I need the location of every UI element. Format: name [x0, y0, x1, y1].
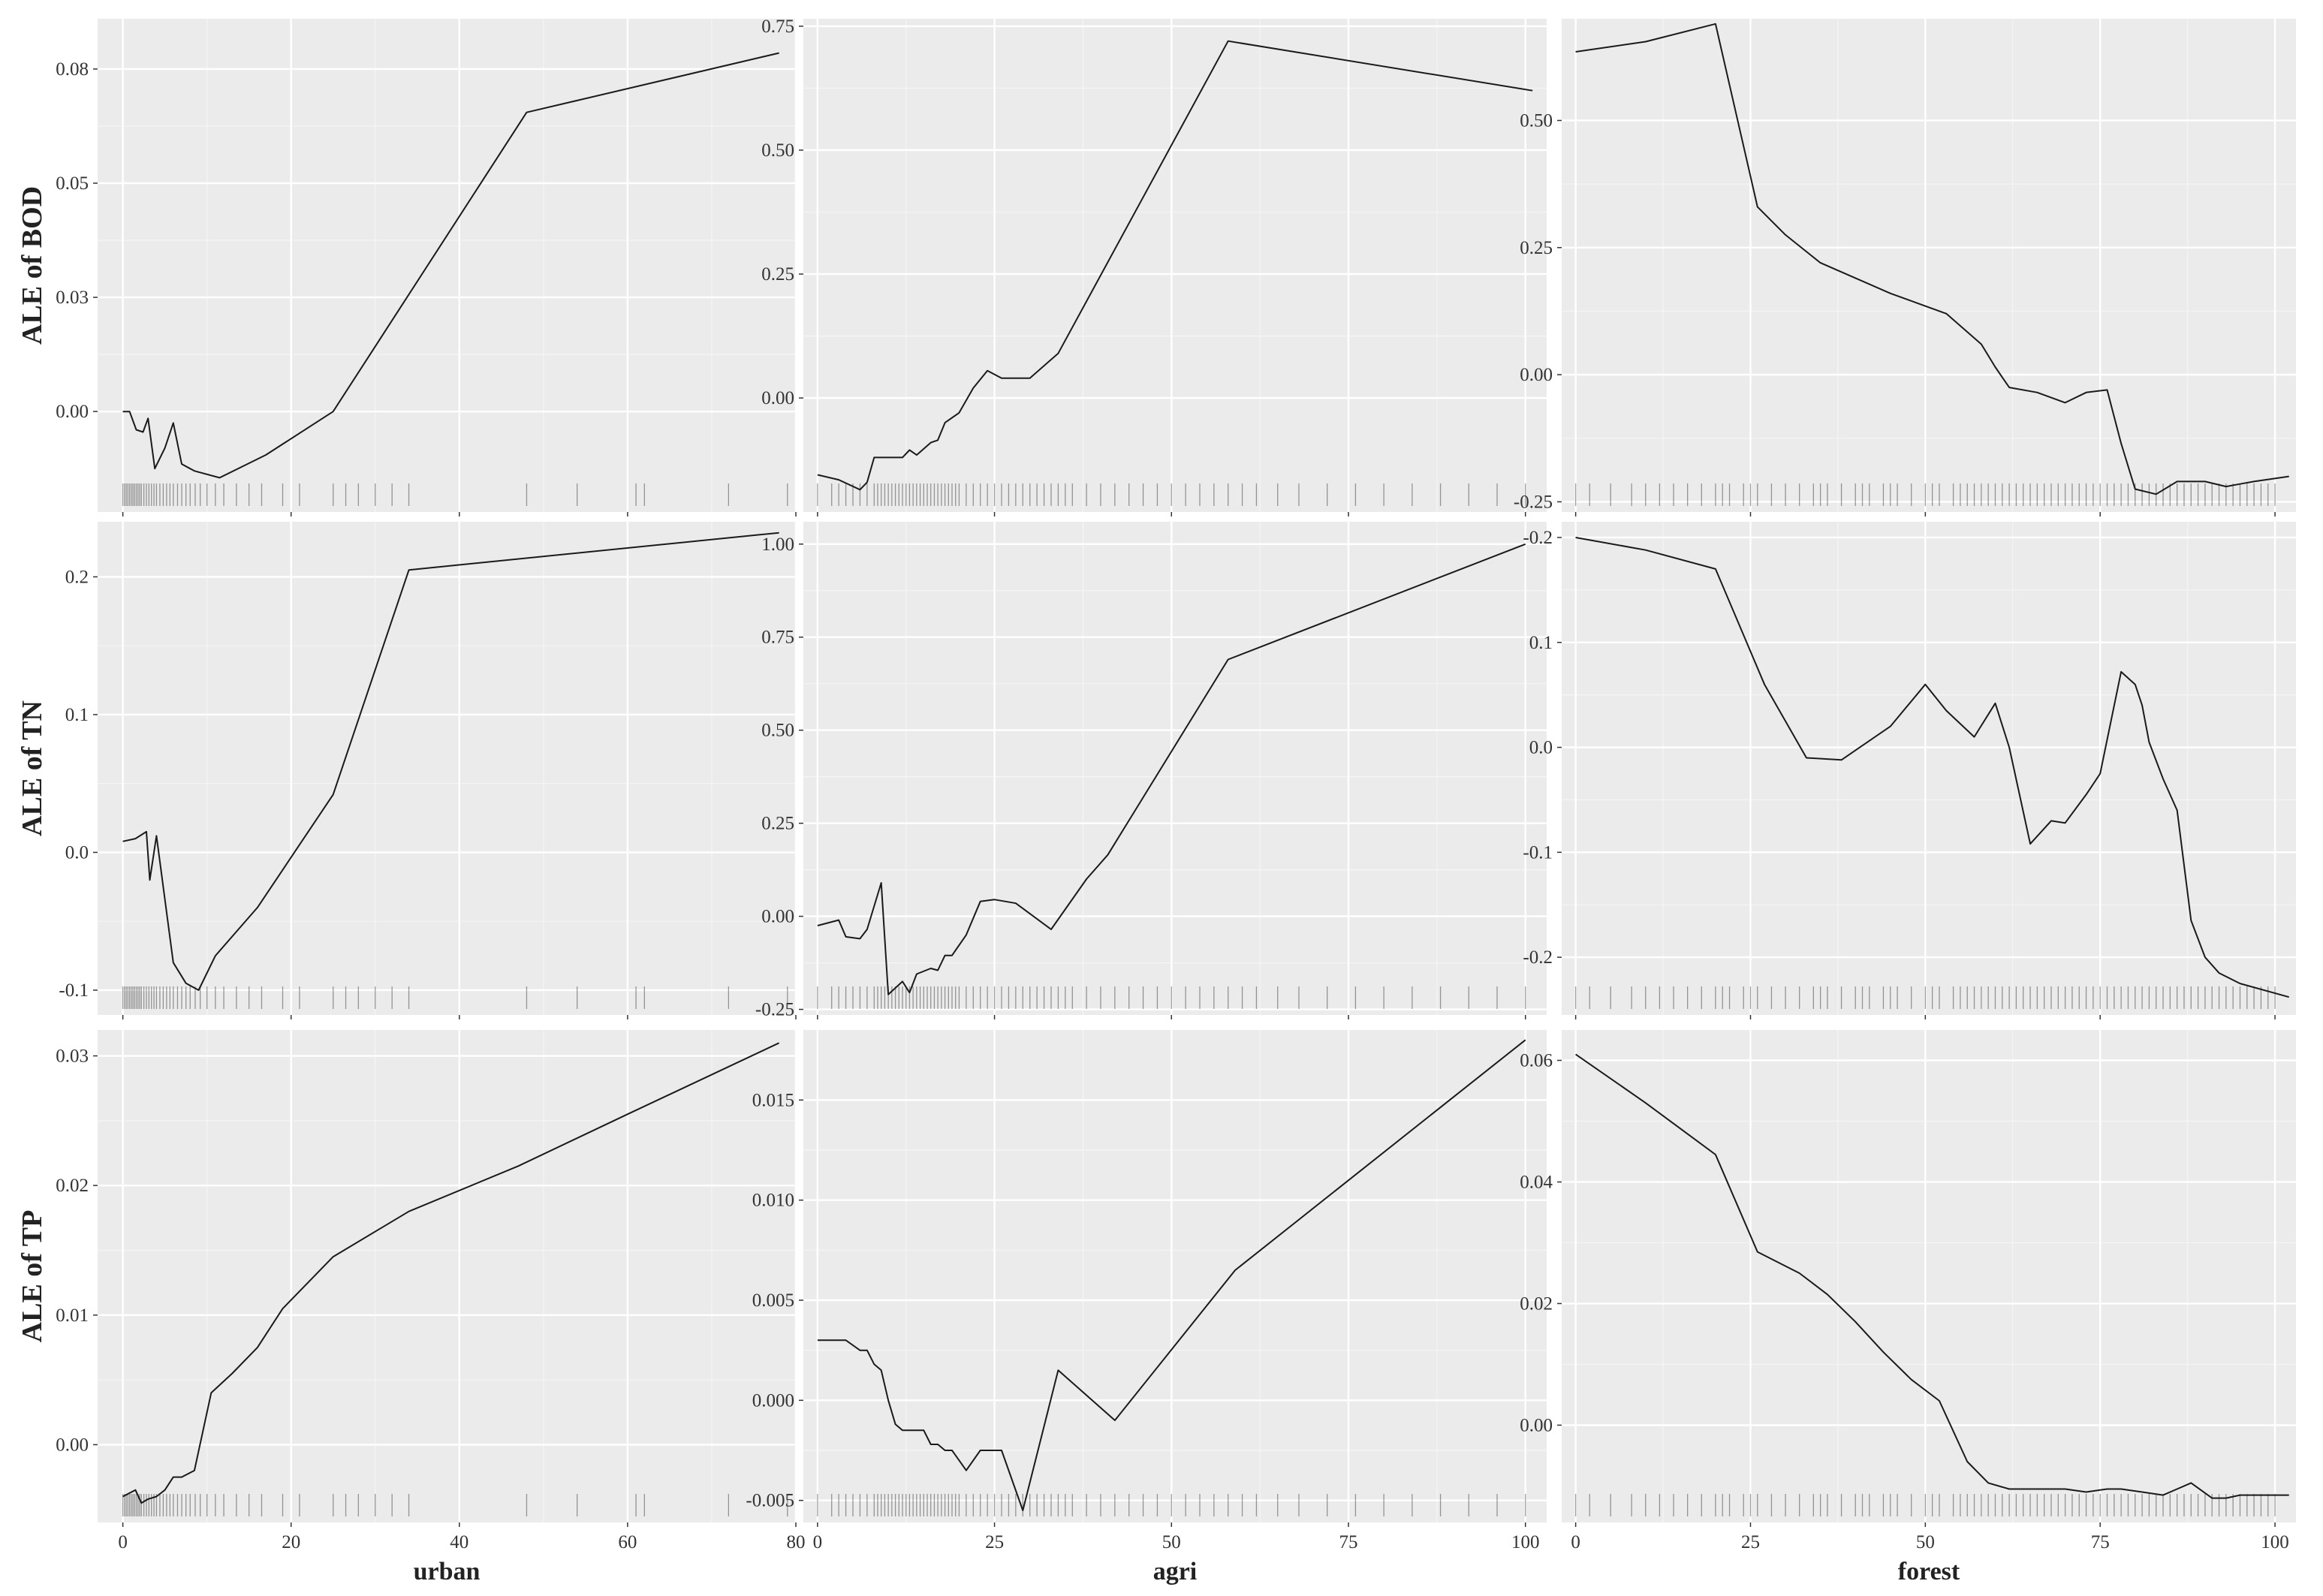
y-tick-label: -0.25 — [755, 1000, 794, 1020]
y-tick-label: -0.2 — [1523, 947, 1553, 968]
y-tick-label: -0.2 — [1523, 528, 1553, 548]
y-tick-label: 0.01 — [56, 1305, 89, 1326]
panel-0-0: 0.00 0.03 0.05 0.08 ALE of BOD — [17, 19, 797, 516]
x-tick-label: 75 — [2091, 1532, 2110, 1552]
y-tick-label: 0.010 — [752, 1191, 794, 1211]
panel-0-2: -0.25 0.00 0.25 0.50 — [1514, 19, 2296, 516]
y-tick-label: -0.1 — [1523, 842, 1553, 863]
panel-2-0: 0 20 40 60 80 0.00 0.01 0.02 0.03 ALE of TP urban — [17, 1030, 806, 1585]
x-tick-label: 0 — [118, 1532, 128, 1552]
y-tick-label: -0.005 — [746, 1491, 794, 1511]
y-axis-title: ALE of TN — [17, 700, 48, 836]
x-tick-label: 100 — [2261, 1532, 2289, 1552]
panel-background — [803, 1030, 1547, 1522]
ale-line — [122, 531, 779, 991]
y-tick-label: 0.00 — [56, 402, 89, 422]
panel-background — [1562, 522, 2296, 1015]
y-tick-label: 0.00 — [761, 388, 794, 408]
x-axis-title: forest — [1898, 1558, 1960, 1585]
x-tick-label: 40 — [450, 1532, 469, 1552]
y-tick-label: 0.015 — [752, 1090, 794, 1110]
panel-background — [803, 522, 1547, 1015]
x-axis-title: agri — [1153, 1558, 1198, 1585]
panel-1-2: -0.2 -0.1 0.0 0.1 -0.2 — [1523, 522, 2296, 1019]
y-tick-label: 0.0 — [1529, 738, 1553, 758]
x-axis-title: urban — [414, 1558, 481, 1585]
y-tick-label: 0.00 — [761, 907, 794, 927]
panel-background — [1562, 1030, 2296, 1522]
x-tick-label: 25 — [985, 1532, 1004, 1552]
panel-background — [98, 19, 796, 512]
y-tick-label: 0.005 — [752, 1290, 794, 1311]
y-tick-label: 0.25 — [761, 264, 794, 285]
y-tick-label: 0.06 — [1520, 1050, 1553, 1071]
y-tick-label: 0.000 — [752, 1390, 794, 1411]
x-tick-label: 25 — [1741, 1532, 1760, 1552]
y-tick-label: -0.1 — [59, 980, 89, 1001]
ale-line — [817, 1039, 1526, 1511]
ale-line — [817, 40, 1533, 491]
y-tick-label: 0.02 — [1520, 1293, 1553, 1314]
panel-2-1: 0 25 50 75 100 -0.005 0.000 0.005 0.010 0.015 agri — [746, 1030, 1547, 1585]
x-tick-label: 60 — [618, 1532, 637, 1552]
y-tick-label: 0.03 — [56, 1046, 89, 1067]
y-axis-title: ALE of TP — [17, 1210, 48, 1343]
ale-line — [1575, 537, 2289, 998]
y-tick-label: 0.05 — [56, 173, 89, 194]
y-tick-label: 0.1 — [1529, 633, 1553, 653]
y-tick-label: 0.04 — [1520, 1172, 1553, 1192]
x-tick-label: 100 — [1511, 1532, 1540, 1552]
y-tick-label: 0.50 — [761, 140, 794, 161]
panel-background — [1562, 19, 2296, 512]
panel-1-1: -0.25 0.00 0.25 0.50 0.75 1.00 — [755, 522, 1547, 1020]
y-tick-label: 0.03 — [56, 288, 89, 308]
y-tick-label: 0.50 — [761, 721, 794, 741]
y-tick-label: 0.75 — [761, 628, 794, 648]
panel-background — [98, 522, 796, 1015]
ale-line — [122, 52, 779, 479]
y-tick-label: 0.00 — [1520, 365, 1553, 385]
y-tick-label: 0.08 — [56, 59, 89, 80]
x-tick-label: 0 — [1571, 1532, 1580, 1552]
ale-line — [1575, 1053, 2289, 1499]
y-tick-label: 0.25 — [1520, 238, 1553, 258]
x-tick-label: 0 — [813, 1532, 823, 1552]
y-tick-label: 0.50 — [1520, 110, 1553, 131]
x-tick-label: 50 — [1162, 1532, 1181, 1552]
y-tick-label: 0.00 — [56, 1435, 89, 1455]
panel-2-2: 0 25 50 75 100 0.00 0.02 0.04 0.06 forest — [1520, 1030, 2296, 1585]
x-tick-label: 50 — [1916, 1532, 1935, 1552]
panel-0-1: 0.00 0.25 0.50 0.75 — [761, 17, 1547, 516]
ale-line — [1575, 23, 2289, 495]
panel-1-0: -0.1 0.0 0.1 0.2 ALE of TN — [17, 522, 797, 1019]
y-axis-title: ALE of BOD — [17, 186, 48, 345]
x-tick-label: 80 — [787, 1532, 806, 1552]
x-tick-label: 20 — [282, 1532, 300, 1552]
y-tick-label: -0.25 — [1514, 492, 1553, 512]
y-tick-label: 0.0 — [65, 842, 89, 863]
y-tick-label: 1.00 — [761, 535, 794, 555]
panel-background — [803, 19, 1547, 512]
ale-line — [122, 1042, 780, 1504]
x-tick-label: 75 — [1339, 1532, 1358, 1552]
y-tick-label: 0.1 — [65, 705, 89, 725]
y-tick-label: 0.2 — [65, 567, 89, 587]
y-tick-label: 0.00 — [1520, 1415, 1553, 1435]
y-tick-label: 0.75 — [761, 17, 794, 37]
panel-background — [98, 1030, 796, 1522]
ale-line — [817, 543, 1526, 995]
y-tick-label: 0.02 — [56, 1176, 89, 1196]
y-tick-label: 0.25 — [761, 814, 794, 834]
